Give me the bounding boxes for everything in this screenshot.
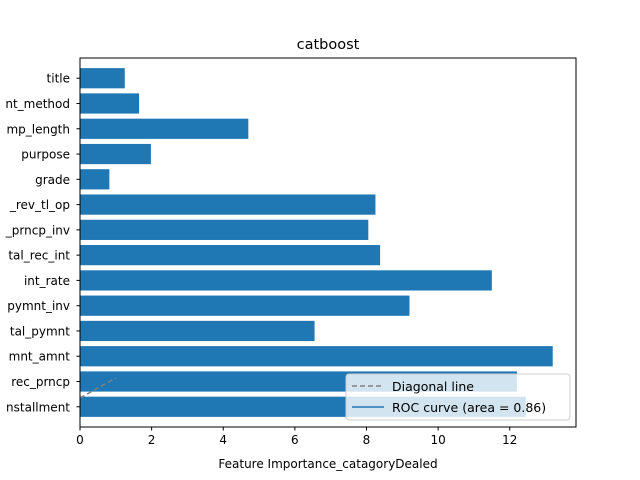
- y-tick-label: mp_length: [6, 122, 70, 136]
- bar-total_rec_int: [80, 245, 381, 266]
- y-tick-label: rec_prncp: [11, 375, 70, 389]
- x-tick-label: 4: [219, 433, 227, 447]
- bar-purpose: [80, 143, 151, 165]
- x-tick-label: 10: [430, 433, 445, 447]
- bar-total_pymnt: [80, 320, 315, 342]
- y-tick-label: tal_pymnt: [10, 324, 70, 338]
- legend-label-roc: ROC curve (area = 0.86): [392, 400, 546, 415]
- diagonal-line: [79, 377, 117, 399]
- bar-int_rate: [80, 270, 492, 291]
- legend-label-diagonal: Diagonal line: [392, 379, 474, 394]
- x-tick-label: 2: [148, 433, 156, 447]
- y-tick-label: mnt_amnt: [9, 350, 71, 364]
- x-tick-label: 0: [76, 433, 84, 447]
- x-axis-label: Feature Importance_catagoryDealed: [218, 457, 437, 471]
- y-tick-label: _prncp_inv: [5, 223, 70, 237]
- y-tick-label: title: [47, 72, 70, 86]
- y-tick-label: grade: [35, 173, 70, 187]
- x-tick-label: 8: [363, 433, 371, 447]
- legend: Diagonal line ROC curve (area = 0.86): [345, 373, 571, 421]
- bar-title: [80, 68, 125, 89]
- y-tick-label: nt_method: [5, 97, 70, 111]
- bar-num_rev_tl_op: [80, 194, 376, 215]
- bar-total_pymnt_inv: [80, 295, 410, 316]
- y-tick-label: pymnt_inv: [7, 299, 70, 313]
- bar-out_prncp_inv: [80, 219, 369, 240]
- chart-title: catboost: [297, 37, 360, 53]
- x-tick-label: 12: [502, 433, 517, 447]
- bar-last_pymnt_amnt: [80, 346, 553, 367]
- x-tick-label: 6: [291, 433, 299, 447]
- y-tick-label: tal_rec_int: [8, 249, 70, 263]
- plot-frame: [79, 57, 577, 428]
- y-tick-label: purpose: [21, 148, 70, 162]
- bars-group: [80, 68, 553, 417]
- bar-payment_method: [80, 93, 140, 114]
- y-tick-label: nstallment: [6, 400, 70, 414]
- y-tick-label: _rev_tl_op: [9, 198, 70, 212]
- y-tick-label: int_rate: [24, 274, 70, 288]
- diagonal-line-group: [79, 377, 117, 399]
- x-axis-ticks: 0 2 4 6 8 10 12: [76, 427, 517, 447]
- legend-frame: [345, 373, 571, 421]
- bar-emp_length: [80, 118, 249, 139]
- y-axis-ticks: nstallment rec_prncp mnt_amnt tal_pymnt pymn…: [5, 72, 80, 414]
- bar-grade: [80, 169, 110, 190]
